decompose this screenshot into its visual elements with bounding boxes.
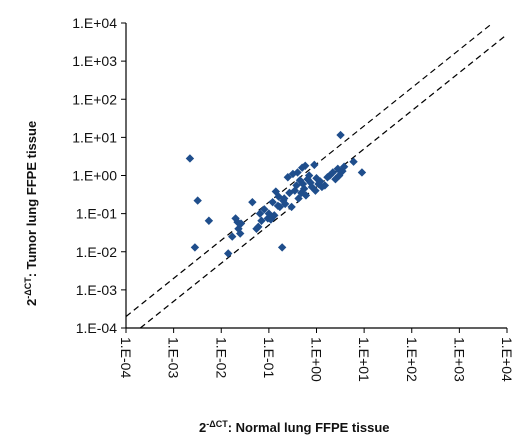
data-point-27 <box>277 243 287 252</box>
x-tick-label: 1.E-02 <box>213 337 229 378</box>
data-point-1 <box>185 154 195 163</box>
y-tick-label: 1.E-03 <box>76 282 117 298</box>
data-point-45 <box>301 191 311 200</box>
data-point-5 <box>224 249 233 258</box>
data-point-58 <box>325 171 334 180</box>
data-point-29 <box>280 194 289 203</box>
x-tick-label: 1.E-01 <box>261 337 277 378</box>
data-point-51 <box>311 186 320 195</box>
y-tick-label: 1.E+01 <box>72 129 117 145</box>
x-tick-label: 1.E+02 <box>404 337 420 382</box>
data-point-14 <box>254 222 263 232</box>
y-tick-label: 1.E+02 <box>72 91 117 107</box>
x-tick-label: 1.E+00 <box>309 337 325 382</box>
data-point-65 <box>339 162 349 171</box>
data-point-17 <box>260 205 269 214</box>
x-tick-label: 1.E+04 <box>499 337 513 382</box>
x-axis-title: 2-ΔCT: Normal lung FFPE tissue <box>199 419 390 435</box>
data-point-11 <box>236 219 246 228</box>
data-point-20 <box>266 215 276 224</box>
data-point-36 <box>292 181 301 190</box>
data-point-31 <box>283 173 293 182</box>
axes <box>121 22 508 333</box>
x-tick-label: 1.E-04 <box>118 337 134 378</box>
data-point-33 <box>287 202 296 212</box>
data-point-50 <box>310 160 319 170</box>
y-tick-label: 1.E+00 <box>72 168 117 184</box>
data-point-22 <box>270 211 279 220</box>
y-tick-labels: 1.E-04 1.E-03 1.E-02 1.E-01 1.E+00 1.E+01 1.E+… <box>72 15 117 336</box>
y-tick-label: 1.E+03 <box>72 53 117 69</box>
data-point-3 <box>193 196 202 205</box>
y-tick-label: 1.E-04 <box>76 320 117 336</box>
data-point-63 <box>336 130 345 140</box>
data-point-30 <box>280 199 290 209</box>
data-point-4 <box>204 216 214 225</box>
x-tick-label: 1.E-03 <box>166 337 182 378</box>
y-tick-label: 1.E+04 <box>72 15 117 31</box>
data-point-37 <box>293 168 302 177</box>
data-point-54 <box>316 177 325 186</box>
data-point-56 <box>320 181 330 190</box>
data-point-2 <box>190 243 200 252</box>
data-point-47 <box>304 171 314 180</box>
data-point-23 <box>271 187 281 196</box>
data-point-44 <box>301 161 310 170</box>
data-point-21 <box>268 197 277 207</box>
data-points <box>185 130 367 258</box>
data-point-66 <box>349 157 358 166</box>
data-point-19 <box>264 209 274 218</box>
x-tick-labels: 1.E-04 1.E-03 1.E-02 1.E-01 1.E+00 1.E+01 1.E+… <box>118 337 513 382</box>
y-axis-title: 2-ΔCT: Tumor lung FFPE tissue <box>23 121 39 306</box>
data-point-34 <box>288 169 298 179</box>
x-tick-label: 1.E+01 <box>356 337 372 382</box>
y-tick-label: 1.E-02 <box>76 244 117 260</box>
data-point-43 <box>299 184 309 193</box>
data-point-59 <box>328 168 338 177</box>
reference-line-1 <box>125 22 494 317</box>
y-tick-label: 1.E-01 <box>76 206 117 222</box>
x-tick-label: 1.E+03 <box>451 337 467 382</box>
data-point-16 <box>257 216 266 225</box>
data-point-6 <box>228 232 237 241</box>
data-point-10 <box>236 229 245 238</box>
data-point-62 <box>335 171 344 180</box>
data-point-12 <box>248 197 257 207</box>
data-point-67 <box>357 168 367 177</box>
data-point-15 <box>255 209 265 218</box>
